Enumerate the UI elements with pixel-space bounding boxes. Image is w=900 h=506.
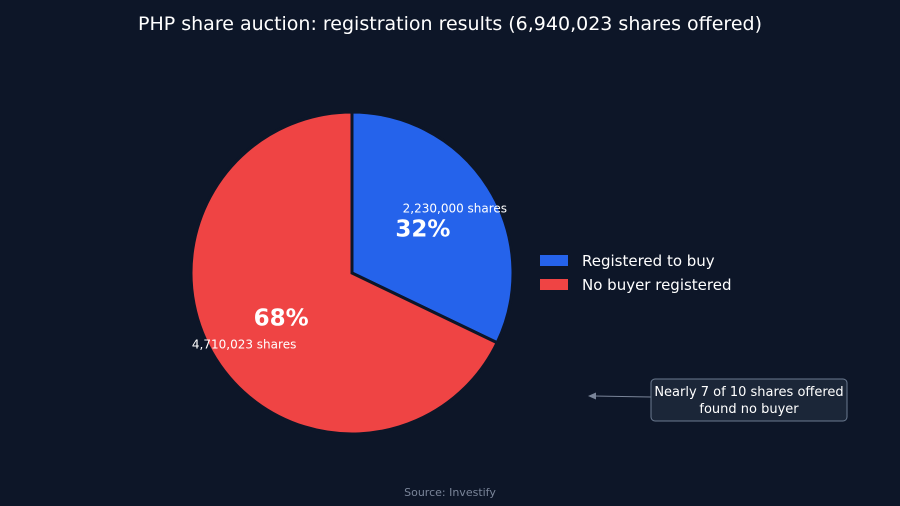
annotation-arrow-line: [593, 395, 652, 398]
slice-percent-registered: 32%: [395, 216, 450, 242]
source-note: Source: Investify: [404, 486, 496, 499]
pie-slice-registered: [350, 110, 515, 345]
annotation-arrowhead: [588, 392, 596, 400]
annotation-line-1: Nearly 7 of 10 shares offered: [654, 385, 843, 400]
pie-slice-no-buyer: [189, 110, 500, 436]
slice-shares-registered: 2,230,000 shares: [403, 201, 507, 215]
slice-shares-no-buyer: 4,710,023 shares: [192, 338, 296, 352]
chart-title: PHP share auction: registration results …: [138, 13, 762, 35]
legend-swatch-no-buyer: [540, 279, 568, 290]
legend-label-no-buyer: No buyer registered: [582, 276, 732, 294]
annotation: Nearly 7 of 10 shares offered found no b…: [588, 378, 848, 422]
annotation-line-2: found no buyer: [699, 402, 799, 417]
slice-labels: 32%2,230,000 shares 68% 4,710,023 shares: [192, 201, 507, 351]
legend-swatch-registered: [540, 255, 568, 266]
slice-percent-no-buyer: 68%: [254, 306, 309, 332]
annotation-box: [650, 378, 848, 422]
legend: Registered to buy No buyer registered: [540, 252, 732, 294]
legend-label-registered: Registered to buy: [582, 252, 715, 270]
pie-chart: [189, 110, 515, 436]
